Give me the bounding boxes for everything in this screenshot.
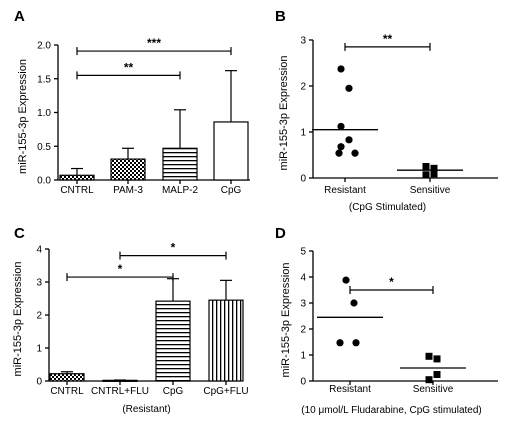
data-point-B-resistant (345, 136, 353, 144)
y-axis-label-D: miR-155-3p Expression (280, 263, 292, 378)
x-axis-caption-C: (Resistant) (122, 404, 170, 415)
data-point-B-resistant (345, 84, 353, 92)
y-tick-label-D: 0 (300, 377, 306, 388)
data-point-B-resistant (335, 149, 343, 157)
data-point-B-sensitive (422, 171, 430, 179)
y-tick-label-D: 5 (300, 247, 306, 258)
data-point-D-sensitive (425, 352, 433, 360)
panel-label-D: D (275, 225, 286, 242)
data-point-D-sensitive (425, 376, 433, 384)
y-tick-label-A: 2.0 (37, 41, 51, 52)
y-tick-label-B: 2 (300, 82, 306, 93)
data-point-D-resistant (336, 339, 344, 347)
sig-label-C: * (171, 241, 176, 255)
y-tick-label-A: 1.5 (37, 74, 51, 85)
bar-A-0 (59, 174, 95, 181)
category-label-A: CpG (221, 185, 242, 196)
y-tick-label-D: 1 (300, 351, 306, 362)
data-point-B-sensitive (430, 170, 438, 178)
x-axis-caption-B: (CpG Stimulated) (349, 202, 426, 213)
data-point-B-sensitive (422, 163, 430, 170)
data-point-D-resistant (352, 339, 360, 347)
bar-C-1 (102, 379, 138, 382)
category-label-A: MALP-2 (162, 185, 199, 196)
category-label-D: Resistant (329, 384, 371, 395)
y-tick-label-C: 0 (36, 377, 42, 388)
y-tick-label-D: 3 (300, 299, 306, 310)
panel-label-A: A (14, 8, 25, 25)
category-label-C: CpG+FLU (203, 386, 248, 397)
data-point-D-resistant (342, 276, 350, 284)
category-label-B: Sensitive (410, 185, 451, 196)
y-tick-label-D: 4 (300, 273, 306, 284)
y-tick-label-A: 1.0 (37, 108, 51, 119)
y-tick-label-B: 1 (300, 128, 306, 139)
y-tick-label-B: 0 (300, 174, 306, 185)
y-tick-label-C: 2 (36, 311, 42, 322)
x-axis-caption-D: (10 μmol/L Fludarabine, CpG stimulated) (301, 405, 481, 416)
y-tick-label-A: 0.0 (37, 176, 51, 187)
data-point-B-resistant (337, 122, 345, 131)
data-point-B-sensitive (430, 164, 438, 172)
data-point-B-resistant (337, 65, 345, 73)
bar-C-0 (49, 373, 85, 382)
sig-label-A: *** (147, 36, 161, 50)
category-label-C: CpG (163, 386, 184, 397)
sig-label-B: ** (383, 32, 393, 46)
category-label-C: CNTRL+FLU (91, 386, 149, 397)
y-tick-label-C: 4 (36, 245, 42, 256)
y-axis-label-A: miR-155-3p Expression (17, 59, 29, 174)
category-label-D: Sensitive (413, 384, 454, 395)
y-axis-label-C: miR-155-3p Expression (12, 262, 24, 377)
category-label-B: Resistant (324, 185, 366, 196)
bar-A-3 (213, 121, 249, 181)
category-label-C: CNTRL (50, 386, 84, 397)
data-point-B-resistant (337, 143, 345, 151)
sig-label-C: * (118, 262, 123, 276)
panel-label-B: B (275, 8, 286, 25)
bar-A-2 (162, 147, 198, 181)
data-point-D-sensitive (433, 355, 441, 363)
category-label-A: CNTRL (60, 185, 94, 196)
category-label-A: PAM-3 (113, 185, 143, 196)
y-axis-label-B: miR-155-3p Expression (278, 56, 290, 171)
sig-label-D: * (389, 275, 394, 289)
data-point-D-sensitive (433, 371, 441, 378)
panel-label-C: C (14, 225, 25, 242)
y-tick-label-C: 3 (36, 278, 42, 289)
y-tick-label-C: 1 (36, 344, 42, 355)
bar-A-1 (110, 158, 146, 181)
data-point-D-resistant (350, 299, 358, 307)
y-tick-label-B: 3 (300, 36, 306, 47)
data-point-B-resistant (351, 149, 359, 157)
sig-label-A: ** (124, 60, 134, 74)
bar-C-2 (155, 300, 191, 382)
y-tick-label-D: 2 (300, 325, 306, 336)
y-tick-label-A: 0.5 (37, 142, 51, 153)
bar-C-3 (208, 299, 244, 382)
